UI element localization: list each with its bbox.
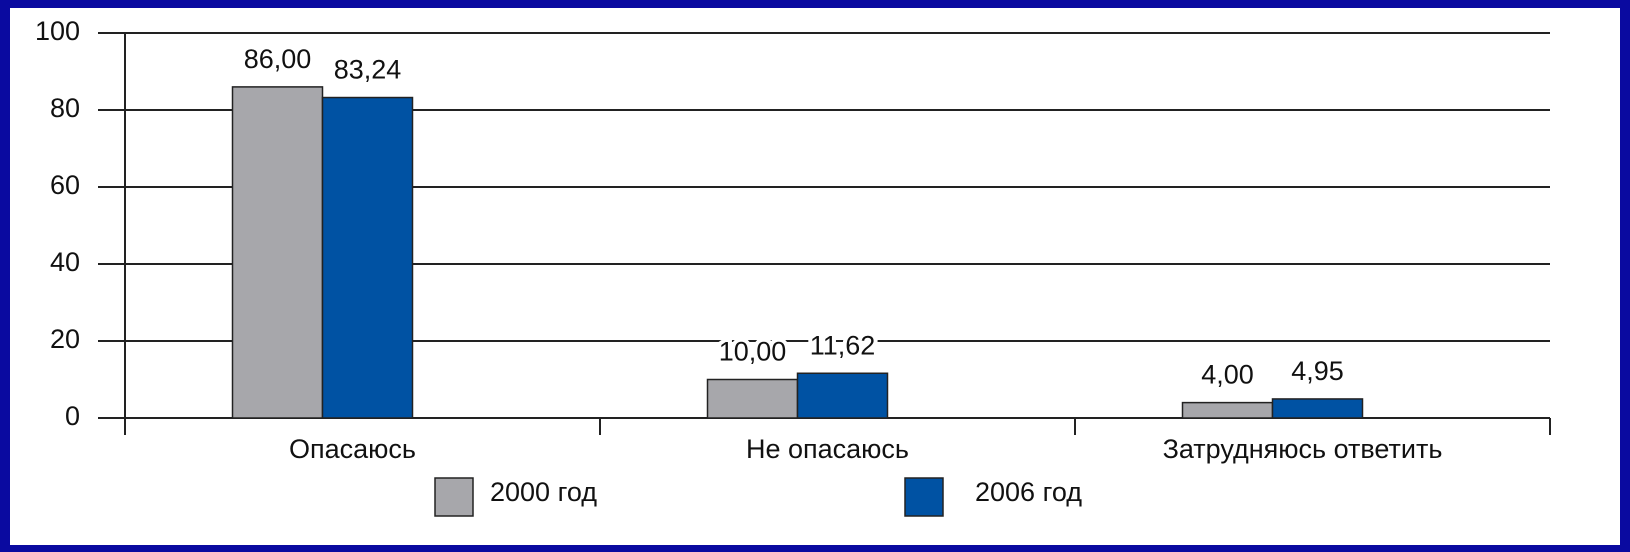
- legend-swatch: [904, 477, 944, 517]
- x-tick-label: Затрудняюсь ответить: [1163, 434, 1443, 464]
- value-label: 4,00: [1201, 360, 1254, 390]
- bar: [231, 86, 324, 419]
- legend-label: 2006 год: [975, 477, 1082, 507]
- y-tick-label: 100: [35, 16, 80, 46]
- bar: [321, 96, 414, 419]
- bar: [706, 378, 799, 419]
- y-tick-label: 80: [50, 93, 80, 123]
- y-tick-label: 60: [50, 170, 80, 200]
- y-tick-label: 0: [65, 401, 80, 431]
- y-tick-label: 40: [50, 247, 80, 277]
- value-label: 11,62: [810, 330, 876, 360]
- bar: [1271, 398, 1364, 419]
- y-tick-label: 20: [50, 324, 80, 354]
- legend-label: 2000 год: [490, 477, 597, 507]
- value-label: 10,00: [719, 337, 787, 367]
- bar: [1181, 401, 1274, 419]
- x-tick-label: Не опасаюсь: [746, 434, 909, 464]
- value-label: 4,95: [1291, 356, 1344, 386]
- bar: [796, 372, 889, 419]
- legend-swatch: [434, 477, 474, 517]
- value-label: 83,24: [334, 55, 402, 85]
- x-tick-label: Опасаюсь: [289, 434, 416, 464]
- value-label: 86,00: [244, 44, 312, 74]
